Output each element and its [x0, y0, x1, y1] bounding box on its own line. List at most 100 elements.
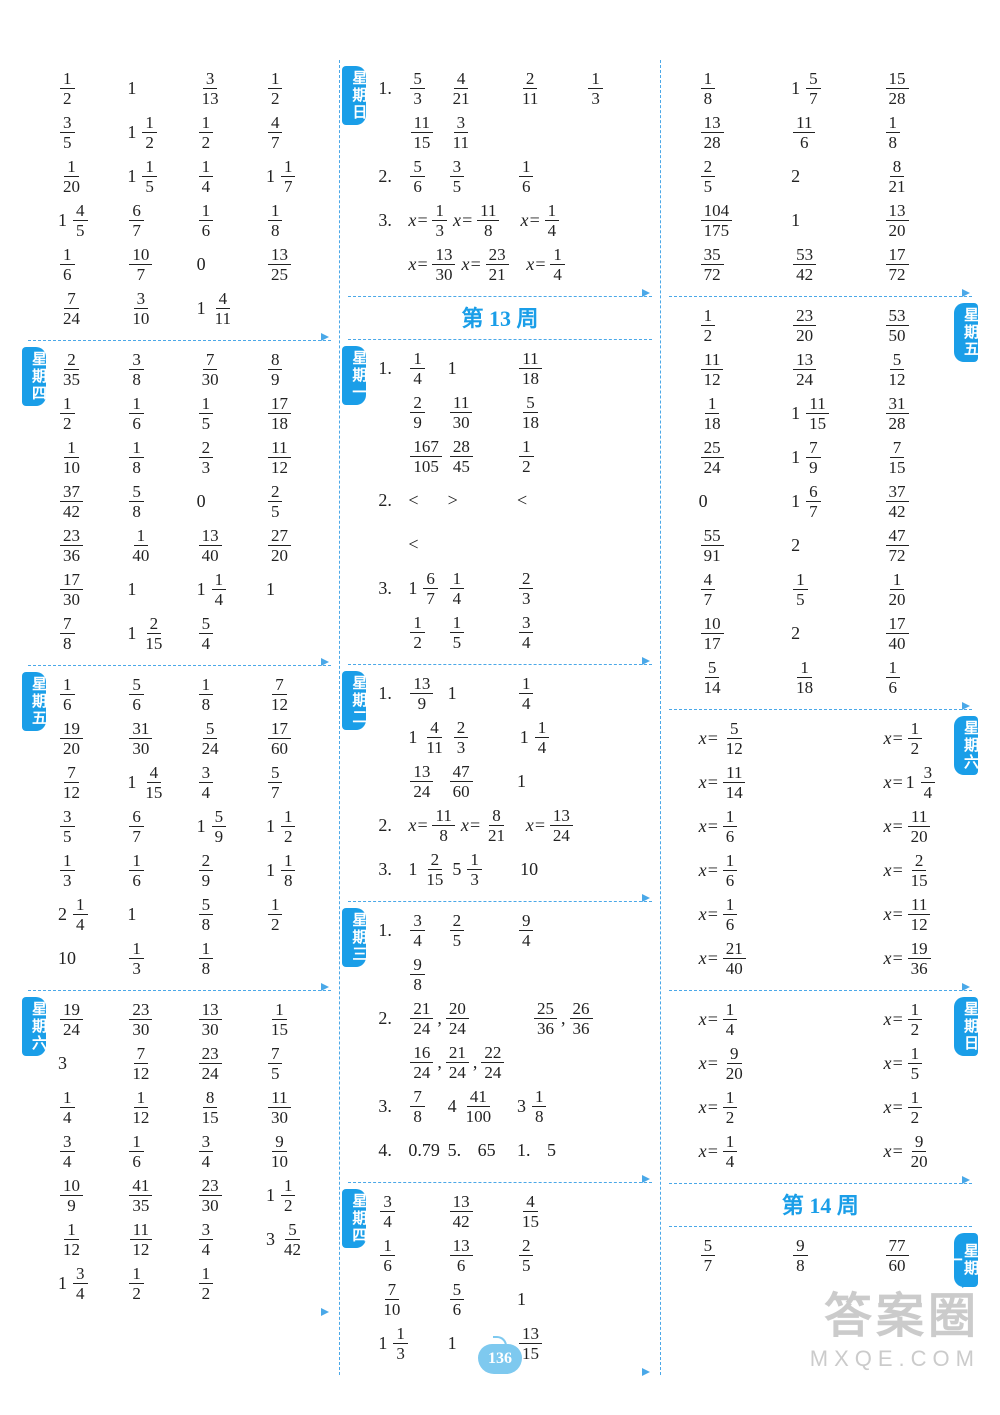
answer-cell — [588, 200, 652, 240]
answer-cell: 15 — [791, 569, 879, 609]
answer-cell: 16 — [378, 1235, 443, 1275]
answer-cell: 114 — [197, 569, 262, 609]
answer-cell: 415 — [517, 1191, 582, 1231]
answer-row: 51411816 — [669, 655, 972, 699]
answer-cell: 18 — [197, 938, 262, 978]
answer-cell — [607, 1042, 651, 1082]
answer-cell: 214 — [58, 894, 123, 934]
answer-cell: 318 — [517, 1086, 582, 1126]
answer-cell: x=512 — [699, 718, 787, 758]
answer-cell: 58 — [127, 481, 192, 521]
answer-cell: 514 — [699, 657, 787, 697]
answer-cell: 2524 — [699, 437, 787, 477]
answer-row: 11121324512 — [669, 347, 972, 391]
answer-cell: 14 — [197, 156, 262, 196]
answer-cell: 1730 — [58, 569, 123, 609]
answer-cell: 235 — [58, 349, 123, 389]
answer-cell: 47 — [699, 569, 787, 609]
answer-cell: 15 — [197, 393, 262, 433]
answer-cell: 712 — [266, 674, 331, 714]
answer-cell: 117 — [266, 156, 331, 196]
week-header: 第 13 周 — [348, 297, 651, 340]
answer-cell — [448, 524, 513, 564]
answer-cell: x=1936 — [884, 938, 972, 978]
answer-cell — [586, 910, 651, 950]
answer-row: 181571528 — [669, 66, 972, 110]
answer-section: 星期一1. 14111182911305181671052845122. <><… — [348, 340, 651, 665]
answer-cell — [791, 850, 879, 890]
answer-cell: 78 — [58, 613, 123, 653]
answer-cell: 3572 — [699, 244, 787, 284]
answer-cell: 159 — [197, 806, 262, 846]
answer-section: 星期日x=14x=12x=920x=15x=12x=12x=14x=920 — [669, 991, 972, 1184]
answer-row: 165618712 — [28, 672, 331, 716]
answer-cell: 56 — [448, 1279, 513, 1319]
answer-cell — [599, 998, 652, 1038]
answer-cell — [586, 1191, 651, 1231]
answer-cell — [586, 156, 651, 196]
answer-row: 2. x=118x=821x=1324 — [348, 803, 651, 847]
answer-row: x=1114x=134 — [669, 760, 972, 804]
answer-cell: 1924 — [58, 999, 123, 1039]
answer-cell: 18 — [197, 674, 262, 714]
answer-row: 341634910 — [28, 1129, 331, 1173]
answer-cell: 112 — [266, 806, 331, 846]
answer-cell: 34 — [517, 612, 582, 652]
answer-cell: 12 — [197, 1263, 262, 1303]
answer-cell: 145 — [58, 200, 123, 240]
answer-cell: 115 — [127, 156, 192, 196]
answer-cell: x=14 — [526, 244, 587, 284]
answer-row: 1624 , 2124 , 2224 — [348, 1040, 651, 1084]
answer-cell — [588, 849, 652, 889]
answer-cell: 1112 — [266, 437, 331, 477]
answer-row: 4. 0.795. 651. 5 — [348, 1128, 651, 1172]
answer-cell: 13 — [58, 850, 123, 890]
day-tab: 星期二 — [342, 671, 366, 730]
answer-cell: 4760 — [448, 761, 513, 801]
answer-cell: 57 — [266, 762, 331, 802]
answer-cell: 1920 — [58, 718, 123, 758]
answer-cell: 1 — [127, 569, 192, 609]
answer-cell: 2. < — [378, 480, 443, 520]
answer-row: x=16x=1120 — [669, 804, 972, 848]
answer-cell: 98 — [791, 1235, 879, 1275]
answer-cell: 112 — [127, 1087, 192, 1127]
day-tab: 星期六 — [954, 716, 978, 775]
answer-cell: 167105 — [378, 436, 444, 476]
answer-cell: 313 — [197, 68, 262, 108]
answer-cell — [448, 954, 513, 994]
answer-cell — [586, 1086, 651, 1126]
answer-cell — [517, 954, 582, 994]
answer-cell — [586, 568, 651, 608]
answer-row: x=12x=12 — [669, 1085, 972, 1129]
answer-cell — [517, 524, 582, 564]
answer-row: 374258025 — [28, 479, 331, 523]
answer-row: 710561 — [348, 1277, 651, 1321]
answer-cell: 25 — [699, 156, 787, 196]
answer-cell: 1324 — [791, 349, 879, 389]
answer-cell: 1 — [448, 348, 513, 388]
answer-cell: 167 — [791, 481, 879, 521]
answer-row: 3. 78441100318 — [348, 1084, 651, 1128]
answer-cell: 2 — [791, 525, 879, 565]
answer-cell: 120 — [58, 156, 123, 196]
answer-cell: 2720 — [266, 525, 331, 565]
answer-cell: 712 — [58, 762, 123, 802]
answer-section: 星期六1924233013301153712232475141128151130… — [28, 991, 331, 1315]
answer-section: 星期三1. 342594982. 2124 , 20242536 , 26361… — [348, 902, 651, 1183]
answer-cell: 15 — [448, 612, 513, 652]
answer-cell — [517, 112, 582, 152]
answer-cell — [791, 1087, 879, 1127]
answer-section: 星期二1. 1391141411231141324476012. x=118x=… — [348, 665, 651, 902]
answer-cell: 2. 2124 , 2024 — [378, 998, 471, 1038]
answer-cell: 57 — [699, 1235, 787, 1275]
answer-cell: 14 — [58, 1087, 123, 1127]
answer-cell: x=920 — [884, 1131, 972, 1171]
answer-cell: 14 — [448, 568, 513, 608]
answer-cell — [586, 1279, 651, 1319]
day-tab: 星期一 — [342, 346, 366, 405]
answer-row: 4715120 — [669, 567, 972, 611]
answer-cell: x=2140 — [699, 938, 787, 978]
answer-cell: 1 — [127, 68, 192, 108]
answer-cell: 16 — [127, 850, 192, 890]
